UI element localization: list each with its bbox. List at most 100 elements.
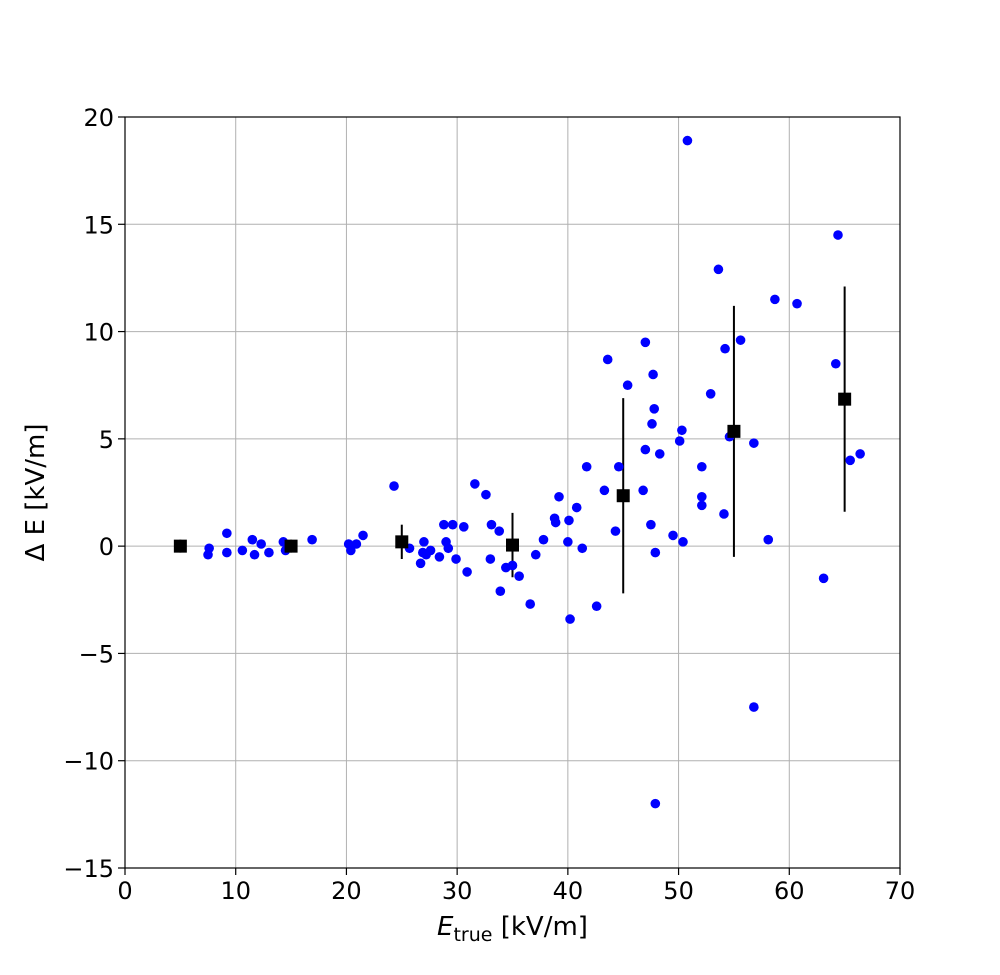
x-axis-label-unit: [kV/m]: [492, 912, 587, 942]
scatter-point: [720, 343, 730, 354]
scatter-point: [550, 517, 561, 528]
y-axis-ticks: −15 −10 −5 0 5 10 15 20: [63, 104, 125, 883]
scatter-point: [451, 554, 461, 564]
scatter-point: [565, 614, 575, 624]
scatter-point: [264, 547, 274, 558]
scatter-point: [554, 491, 564, 502]
scatter-point: [830, 358, 841, 369]
scatter-point: [650, 798, 661, 809]
scatter-point: [647, 419, 657, 429]
y-tick-label: −10: [63, 748, 114, 776]
scatter-point: [668, 530, 678, 541]
scatter-point: [425, 545, 436, 556]
scatter-point: [439, 519, 449, 530]
scatter-point: [494, 526, 505, 536]
scatter-point: [640, 337, 651, 348]
scatter-point: [485, 554, 496, 564]
y-tick-label: 5: [99, 426, 114, 454]
scatter-point: [640, 444, 651, 455]
scatter-point: [581, 461, 592, 472]
scatter-point: [697, 461, 707, 472]
scatter-point: [247, 534, 258, 545]
scatter-point: [563, 537, 573, 547]
scatter-point: [735, 335, 746, 345]
scatter-point: [447, 519, 458, 530]
scatter-point: [458, 522, 469, 532]
x-axis-label-subscript: true: [453, 924, 492, 946]
scatter-point: [415, 558, 426, 569]
scatter-point: [443, 543, 454, 554]
scatter-point: [697, 491, 707, 502]
scatter-point: [622, 380, 633, 391]
mean-marker: [838, 392, 852, 406]
scatter-point: [749, 438, 759, 448]
scatter-point: [222, 547, 232, 558]
scatter-point: [677, 425, 687, 436]
x-tick-label: 10: [220, 877, 251, 905]
scatter-point: [599, 485, 610, 496]
scatter-point: [358, 530, 368, 541]
x-tick-label: 40: [553, 877, 584, 905]
scatter-point: [770, 294, 780, 305]
y-tick-label: 0: [99, 533, 114, 561]
scatter-point: [591, 601, 602, 612]
data-points: [203, 135, 865, 809]
scatter-point: [792, 298, 802, 309]
scatter-point: [434, 552, 445, 562]
scatter-point: [713, 264, 724, 275]
scatter-point: [649, 404, 660, 414]
scatter-point: [613, 461, 624, 472]
scatter-point: [638, 485, 648, 496]
scatter-point: [222, 528, 232, 539]
x-axis-ticks: 0 10 20 30 40 50 60 70: [117, 868, 915, 905]
scatter-point: [481, 489, 491, 500]
scatter-point: [486, 519, 497, 530]
x-axis-label: Etrue [kV/m]: [437, 912, 588, 946]
mean-marker: [727, 424, 741, 438]
y-tick-label: 10: [83, 319, 114, 347]
scatter-point: [514, 571, 524, 581]
x-axis-label-main: E: [437, 912, 454, 942]
scatter-point: [654, 449, 665, 459]
y-axis-label: Δ E [kV/m]: [21, 424, 51, 562]
scatter-point: [237, 545, 248, 556]
scatter-point: [256, 539, 266, 549]
scatter-point: [577, 543, 588, 554]
scatter-point: [419, 537, 429, 547]
y-tick-label: −15: [63, 855, 114, 883]
scatter-point: [610, 526, 621, 536]
y-tick-label: 20: [83, 104, 114, 132]
scatter-point: [495, 586, 506, 597]
scatter-point: [697, 500, 707, 511]
scatter-point: [507, 560, 518, 571]
y-tick-label: −5: [79, 640, 114, 668]
scatter-point: [648, 369, 658, 380]
scatter-point: [705, 388, 716, 399]
grid: [124, 116, 901, 869]
scatter-point: [525, 599, 536, 609]
scatter-point: [749, 702, 759, 712]
mean-marker: [284, 539, 298, 553]
x-tick-label: 30: [442, 877, 473, 905]
mean-marker: [616, 489, 630, 503]
scatter-point: [646, 519, 656, 530]
scatter-point: [351, 539, 362, 549]
x-tick-label: 70: [885, 877, 916, 905]
scatter-point: [763, 534, 774, 545]
x-tick-label: 60: [774, 877, 805, 905]
mean-marker: [395, 535, 409, 549]
scatter-point: [564, 515, 574, 526]
scatter-point: [249, 549, 260, 560]
scatter-point: [650, 547, 661, 558]
plot-frame: [124, 116, 901, 869]
scatter-point: [602, 354, 613, 365]
scatter-point: [719, 509, 729, 519]
mean-markers: [173, 392, 852, 553]
scatter-point: [571, 502, 582, 513]
x-tick-label: 0: [117, 877, 132, 905]
y-tick-label: 15: [83, 211, 114, 239]
x-tick-label: 50: [663, 877, 694, 905]
x-tick-label: 20: [331, 877, 362, 905]
scatter-point: [845, 455, 855, 466]
